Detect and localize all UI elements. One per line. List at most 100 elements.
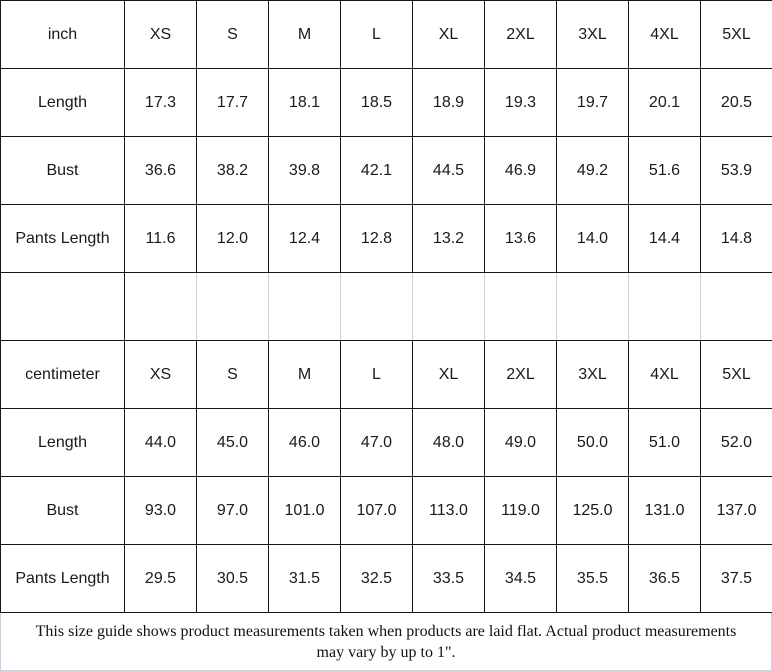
spacer-cell — [701, 273, 772, 341]
measurement-cell: 36.6 — [125, 137, 197, 205]
size-header-cell: XL — [413, 341, 485, 409]
spacer-cell — [341, 273, 413, 341]
inch-header-row: inch XS S M L XL 2XL 3XL 4XL 5XL — [1, 1, 772, 69]
measurement-row-pants-length-inch: Pants Length 11.6 12.0 12.4 12.8 13.2 13… — [1, 205, 772, 273]
measurement-cell: 119.0 — [485, 477, 557, 545]
measurement-cell: 51.6 — [629, 137, 701, 205]
row-label-cell: Length — [1, 69, 125, 137]
spacer-cell — [125, 273, 197, 341]
measurement-cell: 38.2 — [197, 137, 269, 205]
measurement-cell: 35.5 — [557, 545, 629, 613]
size-header-cell: S — [197, 1, 269, 69]
measurement-cell: 31.5 — [269, 545, 341, 613]
measurement-cell: 29.5 — [125, 545, 197, 613]
size-header-cell: M — [269, 1, 341, 69]
measurement-cell: 19.7 — [557, 69, 629, 137]
size-header-cell: XL — [413, 1, 485, 69]
measurement-cell: 12.0 — [197, 205, 269, 273]
measurement-cell: 97.0 — [197, 477, 269, 545]
measurement-cell: 37.5 — [701, 545, 772, 613]
measurement-row-length-cm: Length 44.0 45.0 46.0 47.0 48.0 49.0 50.… — [1, 409, 772, 477]
spacer-cell — [269, 273, 341, 341]
measurement-row-bust-inch: Bust 36.6 38.2 39.8 42.1 44.5 46.9 49.2 … — [1, 137, 772, 205]
footer-note-line-2: may vary by up to 1". — [317, 642, 456, 663]
measurement-cell: 12.4 — [269, 205, 341, 273]
measurement-cell: 53.9 — [701, 137, 772, 205]
size-header-cell: 2XL — [485, 341, 557, 409]
measurement-cell: 113.0 — [413, 477, 485, 545]
measurement-cell: 44.0 — [125, 409, 197, 477]
row-label-cell: Pants Length — [1, 545, 125, 613]
measurement-cell: 18.1 — [269, 69, 341, 137]
measurement-cell: 45.0 — [197, 409, 269, 477]
size-header-cell: 3XL — [557, 341, 629, 409]
spacer-cell — [557, 273, 629, 341]
spacer-cell — [197, 273, 269, 341]
measurement-row-pants-length-cm: Pants Length 29.5 30.5 31.5 32.5 33.5 34… — [1, 545, 772, 613]
measurement-cell: 30.5 — [197, 545, 269, 613]
measurement-cell: 17.3 — [125, 69, 197, 137]
measurement-cell: 12.8 — [341, 205, 413, 273]
measurement-cell: 50.0 — [557, 409, 629, 477]
footer-note: This size guide shows product measuremen… — [0, 613, 772, 671]
size-header-cell: 5XL — [701, 341, 772, 409]
size-guide-table: inch XS S M L XL 2XL 3XL 4XL 5XL Length … — [0, 0, 772, 613]
size-header-cell: M — [269, 341, 341, 409]
measurement-cell: 46.0 — [269, 409, 341, 477]
row-label-cell: Bust — [1, 477, 125, 545]
measurement-cell: 42.1 — [341, 137, 413, 205]
measurement-cell: 131.0 — [629, 477, 701, 545]
measurement-cell: 19.3 — [485, 69, 557, 137]
size-header-cell: 4XL — [629, 341, 701, 409]
size-header-cell: 3XL — [557, 1, 629, 69]
spacer-cell — [413, 273, 485, 341]
cm-header-row: centimeter XS S M L XL 2XL 3XL 4XL 5XL — [1, 341, 772, 409]
measurement-cell: 14.4 — [629, 205, 701, 273]
spacer-cell — [485, 273, 557, 341]
measurement-cell: 20.5 — [701, 69, 772, 137]
measurement-cell: 137.0 — [701, 477, 772, 545]
measurement-cell: 51.0 — [629, 409, 701, 477]
measurement-cell: 36.5 — [629, 545, 701, 613]
row-label-cell: Bust — [1, 137, 125, 205]
size-header-cell: XS — [125, 1, 197, 69]
measurement-cell: 93.0 — [125, 477, 197, 545]
measurement-cell: 39.8 — [269, 137, 341, 205]
measurement-cell: 13.6 — [485, 205, 557, 273]
unit-label-cell: centimeter — [1, 341, 125, 409]
measurement-cell: 49.0 — [485, 409, 557, 477]
row-label-cell: Pants Length — [1, 205, 125, 273]
size-header-cell: L — [341, 341, 413, 409]
measurement-cell: 107.0 — [341, 477, 413, 545]
footer-note-line-1: This size guide shows product measuremen… — [36, 621, 737, 642]
measurement-cell: 49.2 — [557, 137, 629, 205]
measurement-cell: 17.7 — [197, 69, 269, 137]
measurement-cell: 14.0 — [557, 205, 629, 273]
measurement-cell: 18.9 — [413, 69, 485, 137]
unit-label-cell: inch — [1, 1, 125, 69]
spacer-row — [1, 273, 772, 341]
measurement-row-length-inch: Length 17.3 17.7 18.1 18.5 18.9 19.3 19.… — [1, 69, 772, 137]
size-header-cell: S — [197, 341, 269, 409]
row-label-cell: Length — [1, 409, 125, 477]
size-header-cell: 4XL — [629, 1, 701, 69]
measurement-cell: 14.8 — [701, 205, 772, 273]
measurement-cell: 44.5 — [413, 137, 485, 205]
measurement-cell: 13.2 — [413, 205, 485, 273]
measurement-cell: 125.0 — [557, 477, 629, 545]
measurement-cell: 52.0 — [701, 409, 772, 477]
size-header-cell: L — [341, 1, 413, 69]
spacer-cell — [1, 273, 125, 341]
measurement-cell: 47.0 — [341, 409, 413, 477]
measurement-cell: 46.9 — [485, 137, 557, 205]
measurement-row-bust-cm: Bust 93.0 97.0 101.0 107.0 113.0 119.0 1… — [1, 477, 772, 545]
measurement-cell: 32.5 — [341, 545, 413, 613]
measurement-cell: 33.5 — [413, 545, 485, 613]
measurement-cell: 48.0 — [413, 409, 485, 477]
size-header-cell: 5XL — [701, 1, 772, 69]
size-header-cell: XS — [125, 341, 197, 409]
measurement-cell: 101.0 — [269, 477, 341, 545]
spacer-cell — [629, 273, 701, 341]
measurement-cell: 34.5 — [485, 545, 557, 613]
